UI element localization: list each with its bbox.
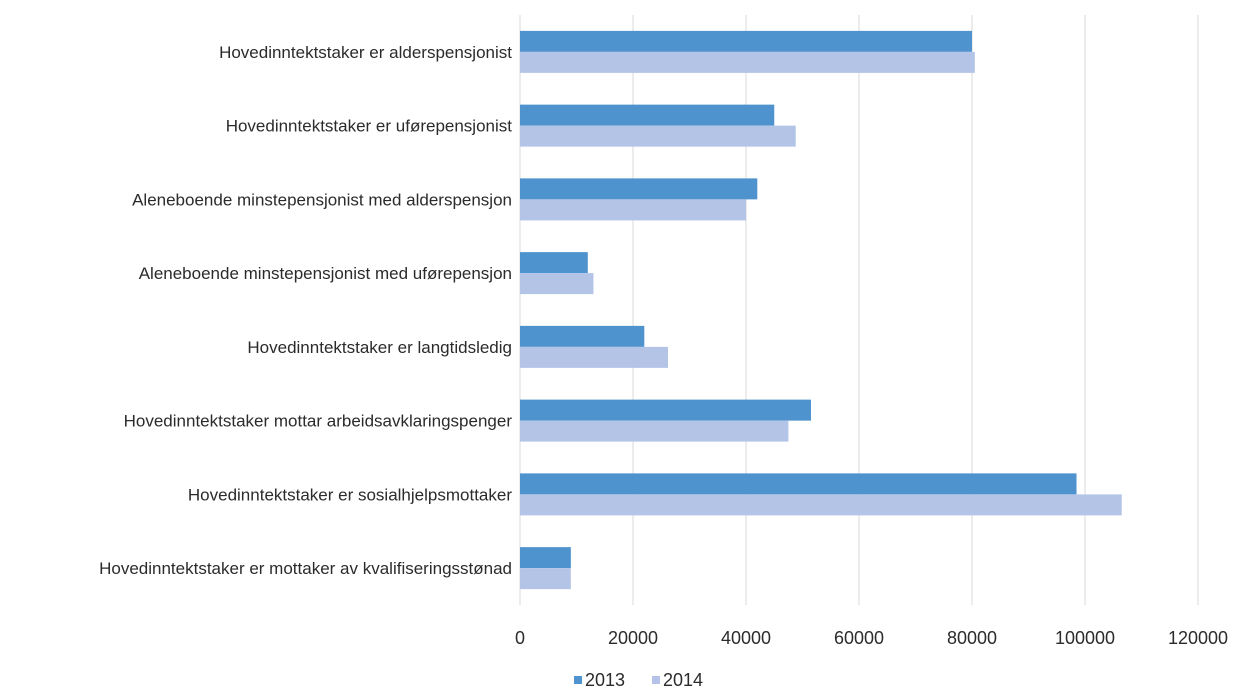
legend: 2013 2014 (574, 670, 703, 690)
bar-2014 (520, 125, 796, 147)
legend-label: 2013 (585, 670, 625, 690)
category-label: Hovedinntektstaker er sosialhjelpsmottak… (188, 485, 512, 504)
bar-2013 (520, 547, 571, 569)
x-tick-label: 120000 (1168, 628, 1228, 648)
x-tick-label: 0 (515, 628, 525, 648)
category-label: Hovedinntektstaker er mottaker av kvalif… (99, 559, 512, 578)
category-label: Hovedinntektstaker er uførepensjonist (226, 117, 513, 136)
x-axis: 0 20000 40000 60000 80000 100000 120000 (515, 628, 1228, 648)
category-label: Hovedinntektstaker er alderspensjonist (219, 43, 512, 62)
legend-label: 2014 (663, 670, 703, 690)
bar-2014 (520, 494, 1122, 516)
x-tick-label: 40000 (721, 628, 771, 648)
bar-2014 (520, 199, 746, 221)
category-label: Aleneboende minstepensjonist med aldersp… (132, 190, 512, 209)
bar-2013 (520, 399, 811, 421)
bars (520, 30, 1122, 590)
bar-2013 (520, 473, 1077, 495)
bar-2014 (520, 420, 789, 442)
x-tick-label: 60000 (834, 628, 884, 648)
bar-2013 (520, 104, 775, 126)
bar-2014 (520, 568, 571, 590)
bar-2013 (520, 252, 588, 274)
bar-2013 (520, 325, 645, 347)
x-tick-label: 80000 (947, 628, 997, 648)
category-label: Hovedinntektstaker mottar arbeidsavklari… (124, 412, 513, 431)
category-label: Hovedinntektstaker er langtidsledig (247, 338, 512, 357)
category-label: Aleneboende minstepensjonist med uførepe… (139, 264, 512, 283)
bar-2013 (520, 30, 972, 52)
bar-2014 (520, 51, 975, 73)
gridlines (519, 15, 1199, 605)
category-labels: Hovedinntektstaker er alderspensjonist Ho… (99, 43, 512, 578)
x-tick-label: 20000 (608, 628, 658, 648)
bar-2013 (520, 178, 758, 200)
bar-2014 (520, 346, 669, 368)
legend-swatch-2013 (574, 676, 582, 684)
bar-2014 (520, 273, 594, 295)
x-tick-label: 100000 (1055, 628, 1115, 648)
legend-swatch-2014 (652, 676, 660, 684)
